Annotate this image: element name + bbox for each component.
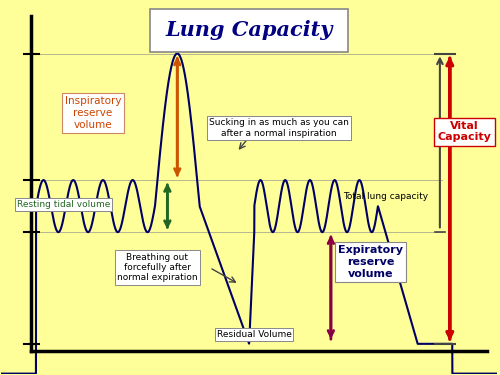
Text: Expiratory
reserve
volume: Expiratory reserve volume [338,245,403,279]
Text: Sucking in as much as you can
after a normal inspiration: Sucking in as much as you can after a no… [209,118,349,138]
FancyBboxPatch shape [150,9,348,52]
Text: Residual Volume: Residual Volume [216,330,292,339]
Text: Breathing out
forcefully after
normal expiration: Breathing out forcefully after normal ex… [117,253,198,282]
Text: Lung Capacity: Lung Capacity [166,20,333,40]
Text: Vital
Capacity: Vital Capacity [438,121,492,142]
Text: Inspiratory
reserve
volume: Inspiratory reserve volume [65,96,122,130]
Text: Total lung capacity: Total lung capacity [343,192,428,201]
Text: Resting tidal volume: Resting tidal volume [16,200,110,209]
